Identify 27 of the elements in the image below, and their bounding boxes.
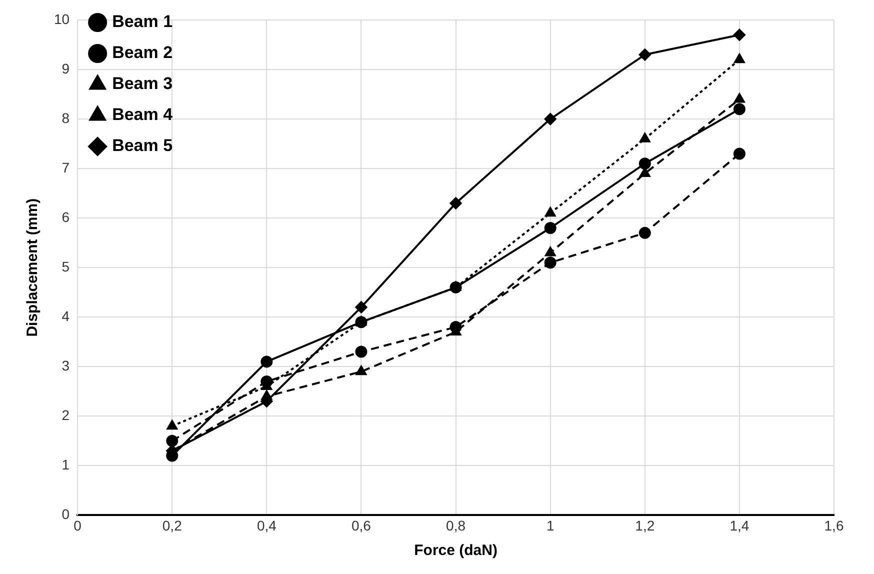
- y-tick-label: 4: [62, 308, 70, 324]
- x-tick-label: 0,2: [162, 517, 182, 534]
- x-axis-title: Force (daN): [414, 542, 498, 560]
- y-tick-label: 2: [62, 407, 70, 424]
- legend-label: Beam 1: [112, 12, 173, 32]
- x-tick-label: 1: [546, 517, 554, 534]
- legend-label: Beam 3: [112, 74, 173, 94]
- x-tick-label: 0,6: [352, 517, 372, 534]
- x-tick-label: 1,2: [635, 517, 655, 534]
- y-tick-label: 3: [62, 358, 70, 374]
- y-tick-label: 5: [62, 258, 70, 274]
- x-tick-label: 0,4: [256, 517, 277, 534]
- x-tick-label: 1,6: [824, 517, 844, 534]
- legend-label: Beam 2: [112, 43, 173, 62]
- y-tick-label: 7: [62, 159, 70, 176]
- y-tick-label: 8: [62, 110, 70, 126]
- y-tick-label: 0: [62, 506, 70, 522]
- y-tick-label: 1: [62, 456, 70, 473]
- y-tick-label: 10: [54, 10, 70, 27]
- y-tick-label: 9: [62, 60, 70, 76]
- legend-label: Beam 4: [112, 105, 174, 124]
- y-axis-title: Displacement (mm): [24, 198, 42, 337]
- legend-label: Beam 5: [112, 136, 173, 156]
- y-tick-label: 6: [62, 208, 70, 225]
- x-tick-label: 0,8: [446, 517, 466, 534]
- x-tick-label: 0: [74, 517, 82, 534]
- x-tick-label: 1,4: [730, 517, 750, 534]
